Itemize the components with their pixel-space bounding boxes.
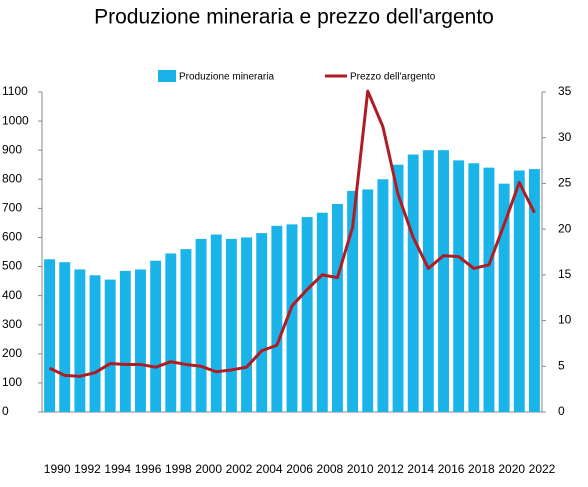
y-tick-label: 1100	[2, 84, 28, 98]
x-tick-label: 2004	[256, 462, 283, 476]
bar	[104, 279, 116, 412]
x-tick-label: 2022	[529, 462, 556, 476]
x-tick-label: 1996	[135, 462, 162, 476]
bar	[150, 260, 162, 412]
bar	[316, 212, 328, 412]
x-tick-label: 1992	[74, 462, 101, 476]
bar	[241, 237, 252, 412]
bar	[271, 225, 283, 412]
x-tick-label: 2018	[468, 462, 495, 476]
bar	[528, 169, 540, 412]
bar	[225, 238, 237, 412]
bar	[210, 234, 222, 412]
y-tick-label: 0	[2, 404, 9, 418]
legend-label: Prezzo dell'argento	[350, 72, 436, 83]
bar	[286, 224, 298, 412]
y2-tick-label: 35	[558, 84, 572, 98]
x-tick-label: 1994	[104, 462, 131, 476]
bar	[195, 238, 207, 412]
y2-tick-label: 10	[558, 313, 572, 327]
x-tick-label: 2016	[438, 462, 465, 476]
x-tick-label: 2006	[286, 462, 313, 476]
bar	[301, 217, 313, 412]
y-tick-label: 100	[2, 375, 22, 389]
legend-swatch	[158, 70, 176, 82]
bar	[135, 269, 146, 412]
bar	[44, 259, 56, 412]
y-tick-label: 300	[2, 317, 22, 331]
bar	[347, 190, 359, 412]
bar	[256, 233, 268, 412]
bar	[438, 150, 449, 412]
bar	[453, 160, 465, 412]
legend-label: Produzione mineraria	[179, 72, 274, 83]
y-tick-label: 900	[2, 142, 22, 156]
line	[48, 89, 536, 378]
bar	[165, 253, 177, 412]
bar	[74, 269, 86, 412]
y-tick-label: 800	[2, 171, 22, 185]
bar	[180, 249, 192, 412]
y2-tick-label: 25	[558, 176, 572, 190]
bar	[332, 204, 343, 412]
y2-tick-label: 5	[558, 358, 565, 372]
y2-tick-label: 20	[558, 221, 572, 235]
bar	[392, 164, 404, 412]
x-tick-label: 2012	[377, 462, 404, 476]
y-tick-label: 1000	[2, 113, 29, 127]
y2-tick-label: 15	[558, 267, 572, 281]
bar	[119, 270, 131, 412]
x-tick-label: 2000	[195, 462, 222, 476]
x-tick-label: 2014	[407, 462, 434, 476]
bar	[468, 163, 480, 412]
y-tick-label: 500	[2, 259, 22, 273]
bar	[513, 170, 525, 412]
x-tick-label: 2002	[226, 462, 253, 476]
bar	[377, 179, 389, 412]
y-tick-label: 200	[2, 346, 22, 360]
y-tick-label: 600	[2, 230, 22, 244]
bar	[59, 262, 71, 412]
x-tick-label: 2020	[498, 462, 525, 476]
x-tick-label: 2008	[317, 462, 344, 476]
bar	[362, 189, 374, 412]
y2-tick-label: 0	[558, 404, 565, 418]
bar	[422, 150, 434, 412]
y-tick-label: 700	[2, 201, 22, 215]
bar	[498, 183, 510, 412]
x-tick-label: 1998	[165, 462, 192, 476]
bar	[407, 154, 419, 412]
bar	[89, 275, 101, 412]
y2-tick-label: 30	[558, 130, 572, 144]
x-tick-label: 1990	[44, 462, 71, 476]
x-tick-label: 2010	[347, 462, 374, 476]
y-tick-label: 400	[2, 288, 22, 302]
chart-title: Produzione mineraria e prezzo dell'argen…	[94, 6, 494, 29]
bar	[483, 167, 495, 412]
